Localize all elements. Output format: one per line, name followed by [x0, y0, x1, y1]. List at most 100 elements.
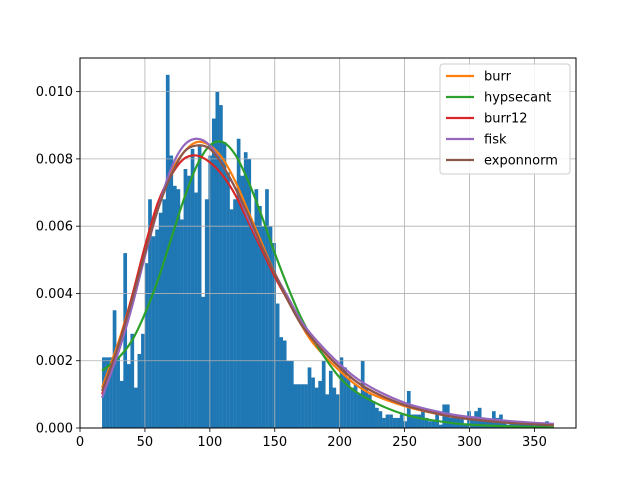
- histogram-bar: [300, 384, 305, 428]
- histogram-bar: [272, 243, 276, 428]
- histogram-bar: [201, 296, 206, 428]
- x-tick-label: 250: [392, 435, 417, 450]
- legend-label-burr12: burr12: [484, 112, 528, 127]
- histogram-bar: [268, 226, 273, 428]
- x-tick-label: 0: [76, 435, 84, 450]
- histogram-bar: [155, 229, 159, 428]
- histogram-bar: [233, 199, 237, 428]
- histogram-bar: [194, 192, 198, 428]
- histogram-bar: [105, 357, 110, 428]
- histogram-bar: [463, 424, 468, 428]
- histogram-bar: [321, 360, 326, 428]
- histogram-bar: [148, 199, 152, 428]
- histogram-bar: [513, 421, 517, 428]
- x-tick-label: 200: [327, 435, 352, 450]
- histogram-bar: [332, 387, 337, 428]
- x-axis: 0 50 100 150 200 250 300 350: [76, 428, 547, 450]
- curve-exponnorm: [101, 144, 554, 427]
- x-tick-label: 50: [137, 435, 154, 450]
- histogram-bar: [328, 370, 333, 428]
- histogram-bar: [350, 387, 354, 428]
- histogram-bar: [130, 333, 135, 428]
- histogram-bar: [219, 105, 223, 428]
- y-tick-label: 0.010: [36, 85, 73, 100]
- histogram-bar: [385, 414, 390, 428]
- histogram-bar: [396, 417, 400, 428]
- histogram-bar: [126, 364, 131, 428]
- histogram-bar: [314, 387, 319, 428]
- histogram-bar: [357, 394, 361, 428]
- curve-hypsecant: [101, 140, 554, 429]
- x-tick-label: 350: [522, 435, 547, 450]
- histogram-bar: [360, 360, 365, 428]
- plot-frame: [79, 57, 577, 429]
- histogram-bar: [293, 384, 298, 428]
- histogram-bar: [172, 185, 177, 428]
- histogram-bar: [428, 421, 432, 428]
- histogram-bar: [282, 340, 287, 428]
- legend-label-exponnorm: exponnorm: [484, 154, 558, 169]
- histogram-bar: [456, 414, 461, 428]
- y-tick-label: 0.002: [36, 354, 73, 369]
- histogram-bar: [137, 354, 142, 428]
- histogram-bar: [243, 152, 248, 428]
- legend: burr hypsecant burr12 fisk exponnorm: [439, 63, 571, 175]
- histogram-bar: [406, 391, 411, 428]
- x-tick-label: 300: [457, 435, 482, 450]
- histogram-bar: [133, 387, 138, 428]
- histogram-bar: [336, 394, 340, 428]
- histogram-bar: [208, 155, 213, 428]
- y-axis: 0.000 0.002 0.004 0.006 0.008 0.010: [36, 85, 80, 437]
- histogram-bar: [158, 212, 163, 428]
- histogram-bar: [144, 263, 149, 428]
- legend-label-hypsecant: hypsecant: [484, 91, 551, 106]
- histogram-bar: [307, 367, 312, 428]
- histogram-bar: [297, 384, 301, 428]
- y-tick-label: 0.006: [36, 220, 73, 235]
- histogram-bar: [258, 206, 262, 428]
- histogram-bar: [392, 417, 397, 428]
- histogram-bar: [289, 360, 294, 428]
- histogram-bar: [353, 384, 358, 428]
- legend-box: [439, 63, 571, 175]
- histogram-bar: [279, 337, 284, 428]
- histogram-bar: [343, 367, 347, 428]
- y-tick-label: 0.008: [36, 152, 73, 167]
- histogram-bar: [215, 91, 220, 429]
- legend-label-burr: burr: [484, 70, 512, 85]
- histogram-bar: [424, 417, 429, 428]
- histogram-bar: [414, 414, 418, 428]
- histogram-bar: [222, 142, 227, 428]
- legend-label-fisk: fisk: [484, 133, 507, 148]
- histogram-bar: [211, 118, 216, 428]
- histogram-bar: [389, 414, 393, 428]
- x-tick-label: 100: [197, 435, 222, 450]
- histogram-bar: [176, 189, 181, 428]
- y-tick-label: 0.004: [36, 287, 73, 302]
- histogram-bar: [116, 357, 120, 428]
- histogram-bar: [318, 380, 322, 428]
- histogram-bar: [254, 189, 259, 428]
- fit-curves: [101, 137, 555, 429]
- histogram-bar: [403, 421, 408, 428]
- histogram-bar: [162, 199, 167, 428]
- histogram-bar: [204, 199, 209, 428]
- histogram-bar: [123, 253, 128, 428]
- histogram-bar: [275, 303, 280, 428]
- histogram-bar: [187, 175, 191, 428]
- histogram-bar: [151, 236, 156, 428]
- histogram-bar: [119, 380, 124, 428]
- histogram-bar: [431, 421, 436, 428]
- histogram-bar: [304, 384, 308, 428]
- histogram-bar: [460, 417, 464, 428]
- histogram-bar: [509, 421, 514, 428]
- histogram-bar: [346, 377, 351, 428]
- histogram-bar: [226, 172, 230, 428]
- histogram-bar: [339, 357, 344, 428]
- histogram-bar: [364, 387, 369, 428]
- histogram-bar: [378, 411, 383, 428]
- histogram-bar: [410, 414, 415, 428]
- histogram-bar: [250, 222, 255, 428]
- histogram-bar: [452, 414, 457, 428]
- histogram-bar: [141, 333, 145, 428]
